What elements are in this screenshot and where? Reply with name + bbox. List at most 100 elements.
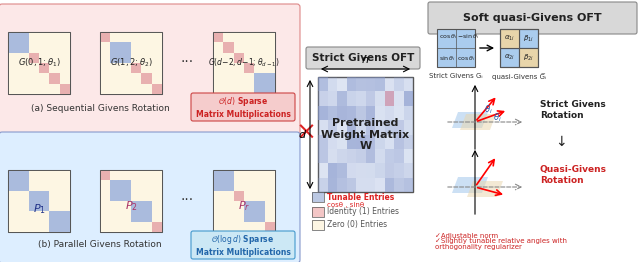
- Bar: [49, 53, 60, 63]
- Bar: [337, 163, 346, 178]
- Text: Identity (1) Entries: Identity (1) Entries: [327, 208, 399, 216]
- Bar: [49, 32, 60, 42]
- Bar: [29, 53, 39, 63]
- Bar: [385, 106, 394, 120]
- Bar: [254, 84, 265, 94]
- Bar: [49, 170, 60, 180]
- Bar: [49, 191, 60, 201]
- Bar: [265, 170, 275, 180]
- Bar: [356, 149, 365, 163]
- Text: Zero (0) Entries: Zero (0) Entries: [327, 221, 387, 230]
- Bar: [254, 191, 265, 201]
- Bar: [254, 32, 265, 42]
- Bar: [49, 42, 60, 53]
- Bar: [337, 134, 346, 149]
- FancyBboxPatch shape: [500, 29, 519, 48]
- Bar: [254, 42, 265, 53]
- Bar: [60, 180, 70, 191]
- Bar: [152, 191, 162, 201]
- Bar: [29, 222, 39, 232]
- Bar: [29, 211, 39, 222]
- Bar: [60, 222, 70, 232]
- Bar: [19, 32, 29, 42]
- Bar: [318, 120, 328, 134]
- Bar: [19, 201, 29, 211]
- Bar: [60, 201, 70, 211]
- Bar: [49, 84, 60, 94]
- Bar: [49, 73, 60, 84]
- Bar: [39, 211, 49, 222]
- Bar: [223, 63, 234, 73]
- Bar: [254, 222, 265, 232]
- Bar: [141, 32, 152, 42]
- Bar: [365, 178, 375, 192]
- Bar: [49, 201, 60, 211]
- Bar: [19, 170, 29, 180]
- Bar: [346, 149, 356, 163]
- Text: $\cos\theta_i$: $\cos\theta_i$: [439, 32, 458, 41]
- Bar: [213, 222, 223, 232]
- Bar: [234, 53, 244, 63]
- Bar: [234, 170, 244, 180]
- Bar: [394, 77, 403, 91]
- Bar: [254, 170, 265, 180]
- Bar: [213, 32, 223, 42]
- Text: $\theta_i$: $\theta_i$: [493, 112, 501, 124]
- Bar: [131, 73, 141, 84]
- Bar: [100, 211, 110, 222]
- Bar: [234, 180, 244, 191]
- Bar: [375, 120, 385, 134]
- Bar: [394, 149, 403, 163]
- Bar: [121, 170, 131, 180]
- Bar: [39, 63, 49, 73]
- Polygon shape: [452, 177, 488, 193]
- Text: (b) Parallel Givens Rotation: (b) Parallel Givens Rotation: [38, 240, 162, 249]
- Bar: [39, 73, 49, 84]
- Bar: [110, 63, 121, 73]
- Bar: [265, 201, 275, 211]
- Bar: [121, 211, 131, 222]
- Bar: [234, 32, 244, 42]
- Bar: [223, 84, 234, 94]
- Bar: [39, 53, 49, 63]
- Bar: [356, 120, 365, 134]
- Bar: [365, 106, 375, 120]
- Bar: [49, 63, 60, 73]
- Bar: [131, 222, 141, 232]
- Text: $\times$: $\times$: [295, 120, 315, 144]
- Bar: [29, 73, 39, 84]
- Bar: [39, 42, 49, 53]
- Bar: [356, 77, 365, 91]
- Bar: [328, 120, 337, 134]
- FancyBboxPatch shape: [213, 170, 275, 232]
- Text: ...: ...: [181, 51, 194, 65]
- Bar: [131, 53, 141, 63]
- Text: d: d: [299, 129, 306, 139]
- Bar: [365, 91, 375, 106]
- FancyBboxPatch shape: [213, 32, 275, 94]
- Bar: [244, 63, 254, 73]
- Bar: [312, 192, 324, 202]
- Bar: [403, 178, 413, 192]
- Bar: [223, 42, 234, 53]
- Bar: [244, 42, 254, 53]
- Bar: [365, 163, 375, 178]
- Bar: [385, 91, 394, 106]
- Text: $-\sin\theta_i$: $-\sin\theta_i$: [457, 32, 479, 41]
- Bar: [110, 53, 121, 63]
- Bar: [403, 91, 413, 106]
- Bar: [375, 163, 385, 178]
- Bar: [375, 77, 385, 91]
- Text: quasi-Givens G̅ᵢ: quasi-Givens G̅ᵢ: [492, 73, 546, 80]
- Bar: [318, 134, 328, 149]
- Bar: [346, 91, 356, 106]
- Bar: [121, 180, 131, 191]
- Bar: [265, 180, 275, 191]
- Bar: [19, 42, 29, 53]
- Text: ...: ...: [181, 189, 194, 203]
- Text: Soft quasi-Givens OFT: Soft quasi-Givens OFT: [463, 13, 602, 23]
- Bar: [131, 63, 141, 73]
- Bar: [100, 32, 110, 42]
- Bar: [223, 201, 234, 211]
- Bar: [141, 211, 152, 222]
